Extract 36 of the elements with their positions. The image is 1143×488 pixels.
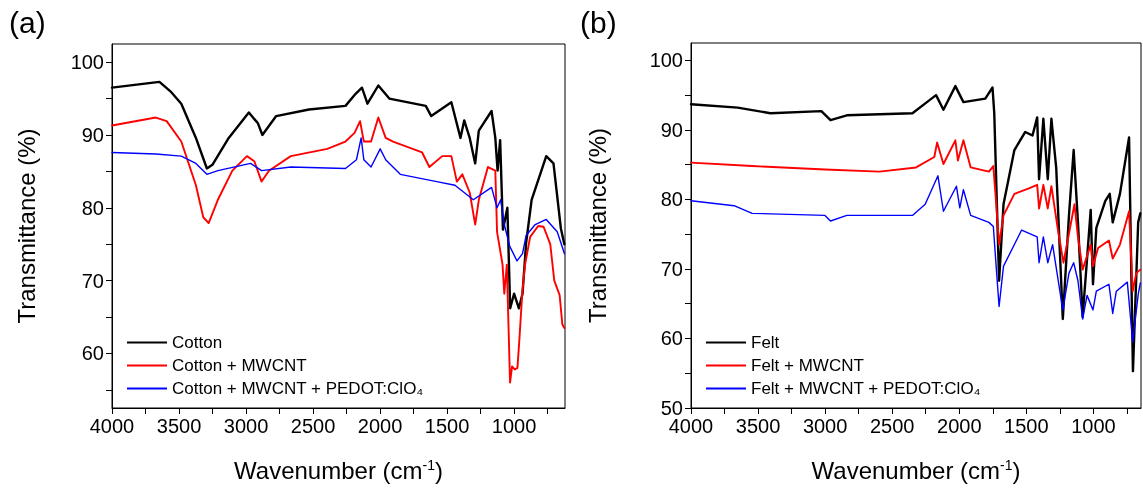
legend-label: Cotton + MWCNT + PEDOT:ClO₄ xyxy=(172,379,424,398)
x-tick-label: 2000 xyxy=(937,415,982,437)
x-tick-label: 1000 xyxy=(1071,415,1116,437)
y-tick-label: 80 xyxy=(81,196,104,219)
x-tick-label: 1000 xyxy=(491,415,537,437)
x-tick-label: 3000 xyxy=(802,415,848,437)
x-tick-label: 1500 xyxy=(424,415,470,437)
legend-label: Felt xyxy=(751,333,780,352)
y-tick-label: 100 xyxy=(70,51,104,74)
x-tick-label: 2500 xyxy=(290,415,336,437)
line-series xyxy=(111,116,566,384)
x-tick-label: 3500 xyxy=(735,415,781,437)
legend-label: Cotton + MWCNT xyxy=(172,356,307,375)
x-tick-label: 1500 xyxy=(1004,415,1049,437)
x-tick-label: 3000 xyxy=(223,415,269,437)
x-tick-label: 2000 xyxy=(357,415,403,437)
y-axis-title: Transmittance (%) xyxy=(583,127,611,324)
y-tick-label: 70 xyxy=(660,257,683,280)
x-tick-label: 3500 xyxy=(156,415,202,437)
y-tick-label: 100 xyxy=(649,49,683,72)
legend-label: Cotton xyxy=(172,333,223,352)
chart-title: (b) xyxy=(580,5,617,39)
x-tick-label: 4000 xyxy=(89,415,135,437)
legend-label: Felt + MWCNT + PEDOT:ClO₄ xyxy=(751,379,981,398)
y-tick-label: 60 xyxy=(81,342,104,365)
line-series xyxy=(111,137,566,262)
y-tick-label: 80 xyxy=(660,188,683,211)
y-tick-label: 60 xyxy=(660,327,683,350)
y-tick-label: 90 xyxy=(660,118,683,141)
chart-title: (a) xyxy=(9,5,46,39)
y-axis-title: Transmittance (%) xyxy=(12,128,40,324)
y-tick-label: 70 xyxy=(81,269,104,292)
line-series xyxy=(690,139,1142,293)
y-tick-label: 90 xyxy=(81,124,104,146)
legend-label: Felt + MWCNT xyxy=(751,356,864,375)
x-tick-label: 2500 xyxy=(869,415,915,437)
